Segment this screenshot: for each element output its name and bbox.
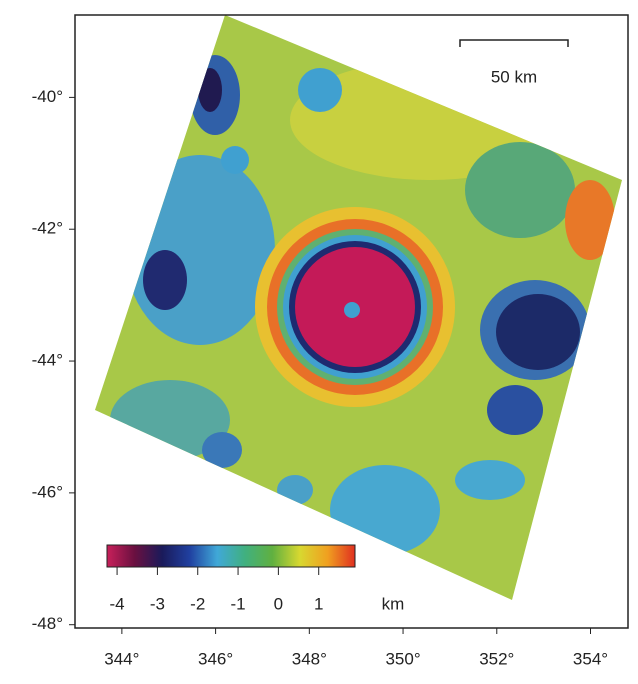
figure: 50 km km 344° 346° 348° 350° 352° 354° -40° -42… [0,0,638,684]
colorbar-tick-label: 0 [274,594,283,613]
topography-map [75,15,628,628]
x-tick-label: 352° [479,649,514,668]
x-tick-label: 354° [573,649,608,668]
y-tick-label: -42° [32,219,63,238]
scale-bar-label: 50 km [491,67,537,86]
y-tick-label: -46° [32,482,63,501]
colorbar-tick-label: -2 [190,594,205,613]
scale-bar: 50 km [460,40,568,86]
colorbar [107,545,355,567]
colorbar-unit: km [382,594,405,613]
x-tick-label: 344° [104,649,139,668]
y-tick-label: -40° [32,87,63,106]
x-tick-label: 346° [198,649,233,668]
x-tick-label: 348° [292,649,327,668]
scale-bar-line [460,40,568,47]
y-tick-label: -44° [32,351,63,370]
x-tick-label: 350° [385,649,420,668]
colorbar-tick-label: -4 [110,594,125,613]
y-tick-label: -48° [32,614,63,633]
colorbar-tick-label: -3 [150,594,165,613]
colorbar-tick-label: -1 [230,594,245,613]
colorbar-tick-label: 1 [314,594,323,613]
